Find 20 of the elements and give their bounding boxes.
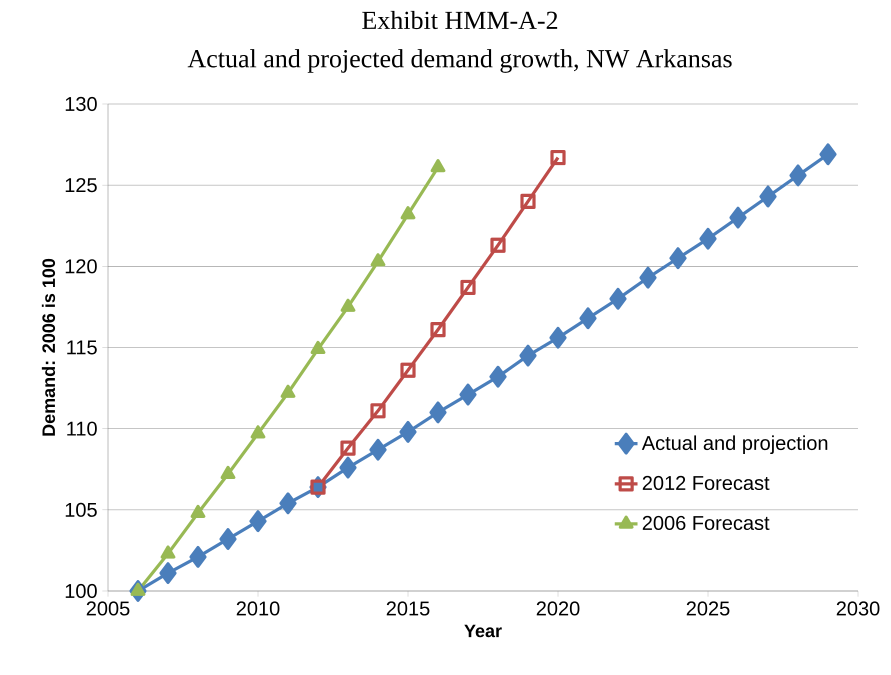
chart-subtitle: Actual and projected demand growth, NW Arkansas bbox=[188, 49, 732, 73]
y-tick-label: 110 bbox=[67, 422, 97, 436]
y-tick-label: 105 bbox=[66, 502, 97, 517]
x-tick-label: 2010 bbox=[236, 601, 280, 616]
x-tick-label: 2005 bbox=[86, 601, 130, 616]
y-tick-label: 120 bbox=[66, 259, 97, 274]
y-axis-title: Demand: 2006 is 100 bbox=[42, 258, 56, 436]
legend-label: 2012 Forecast bbox=[642, 476, 770, 490]
legend-label: 2006 Forecast bbox=[642, 516, 770, 530]
legend-label: Actual and projection bbox=[642, 435, 828, 454]
x-axis-title: Year bbox=[464, 624, 502, 638]
chart-title: Exhibit HMM-A-2 bbox=[362, 10, 558, 30]
x-tick-label: 2030 bbox=[836, 601, 880, 616]
x-tick-label: 2025 bbox=[686, 601, 730, 616]
x-tick-label: 2015 bbox=[386, 601, 430, 616]
y-tick-label: 115 bbox=[67, 340, 97, 354]
y-tick-label: 130 bbox=[66, 96, 97, 112]
x-tick-label: 2020 bbox=[536, 601, 580, 616]
y-tick-label: 100 bbox=[66, 584, 97, 598]
y-tick-label: 125 bbox=[66, 178, 97, 192]
